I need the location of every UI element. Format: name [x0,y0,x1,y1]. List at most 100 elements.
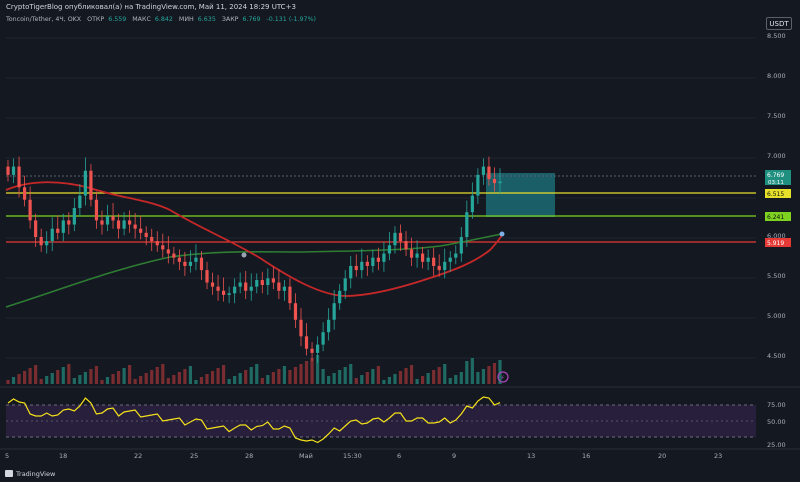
volume-bar [17,374,21,384]
volume-bar [111,374,115,384]
countdown-label: 03:11 [768,180,784,186]
tv-logo-icon [5,470,13,477]
position-target-box[interactable] [486,173,555,193]
candle-body [72,208,76,225]
volume-bar [371,369,375,384]
volume-bar [343,367,347,384]
candle-body [454,253,458,258]
price-tick: 6.000 [767,232,786,240]
candle-body [172,253,176,258]
candle-body [188,261,193,266]
volume-bars [6,355,502,384]
volume-bar [11,377,16,384]
volume-bar [288,370,292,384]
volume-bar [177,372,181,384]
candle-body [443,261,447,271]
price-tick: 8.500 [767,32,786,40]
volume-bar [255,364,259,384]
candle-body [11,166,16,175]
candle-body [205,270,209,283]
lightning-icon[interactable] [497,371,509,383]
high-value: 6.842 [154,16,173,23]
candle-body [459,236,463,254]
close-label: ЗАКР [221,16,239,23]
candle-body [22,187,27,200]
volume-bar [221,365,226,384]
candle-body [282,286,287,291]
tv-logo-text: TradingView [16,470,56,478]
volume-bar [470,358,474,384]
volume-bar [415,379,419,384]
time-tick: 22 [134,452,142,460]
volume-bar [61,367,65,384]
candle-body [166,249,170,254]
candle-body [349,265,353,279]
volume-bar [6,380,10,384]
low-label: МИН [178,16,194,23]
candle-body [393,232,397,246]
candle-body [332,303,336,320]
volume-bar [155,367,159,384]
volume-bar [421,376,425,384]
open-value: 6.559 [108,16,127,23]
volume-bar [116,371,121,384]
candle-body [227,293,231,295]
time-tick: 9 [452,452,456,460]
candle-body [28,199,32,221]
volume-bar [304,361,309,384]
time-tick: Май [299,452,313,460]
candle-body [288,286,292,304]
symbol-pair[interactable]: Toncoin/Tether, 4Ч, OKX [6,16,82,23]
volume-bar [78,375,82,384]
volume-bar [199,377,204,384]
candle-body [266,278,270,285]
candle-body [293,303,298,320]
price-tick: 7.000 [767,152,786,160]
candle-body [404,241,408,250]
currency-button[interactable]: USDT [766,17,792,30]
candle-body [50,228,54,242]
volume-bar [39,379,43,384]
candle-body [94,199,99,221]
time-tick: 25 [190,452,198,460]
red-price-label: 5.919 [767,240,784,247]
rsi-tick: 25.00 [767,441,786,449]
volume-bar [404,368,408,384]
price-tick: 8.000 [767,72,786,80]
change-value: -0.131 (-1.97%) [266,16,317,23]
candle-body [387,245,392,254]
volume-bar [393,374,397,384]
cross-marker-icon [499,231,505,237]
publish-header: CryptoTigerBlog опубликовал(а) на Tradin… [6,3,296,11]
volume-bar [376,366,380,384]
volume-bar [233,376,237,384]
volume-bar [310,358,314,384]
rsi-tick: 50.00 [767,418,786,426]
volume-bar [382,380,386,384]
candle-body [34,220,38,237]
candle-body [382,253,386,262]
candle-body [343,278,347,291]
symbol-legend: Toncoin/Tether, 4Ч, OKX ОТКР 6.559 МАКС 6.… [6,16,320,23]
candle-body [83,170,87,196]
volume-bar [365,372,369,384]
volume-bar [454,375,458,384]
candle-body [315,344,320,353]
position-stop-box[interactable] [486,193,555,217]
candle-body [150,236,154,242]
volume-bar [282,366,287,384]
volume-bar [194,380,198,384]
volume-bar [437,367,441,384]
volume-bar [360,375,364,384]
volume-bar [166,378,170,384]
volume-bar [34,365,38,384]
time-tick: 20 [658,452,666,460]
candle-body [105,216,110,225]
tradingview-logo[interactable]: TradingView [5,470,55,478]
candle-body [327,319,331,333]
time-tick: 16 [582,452,590,460]
volume-bar [45,376,49,384]
volume-bar [338,370,342,384]
candle-body [17,166,21,188]
